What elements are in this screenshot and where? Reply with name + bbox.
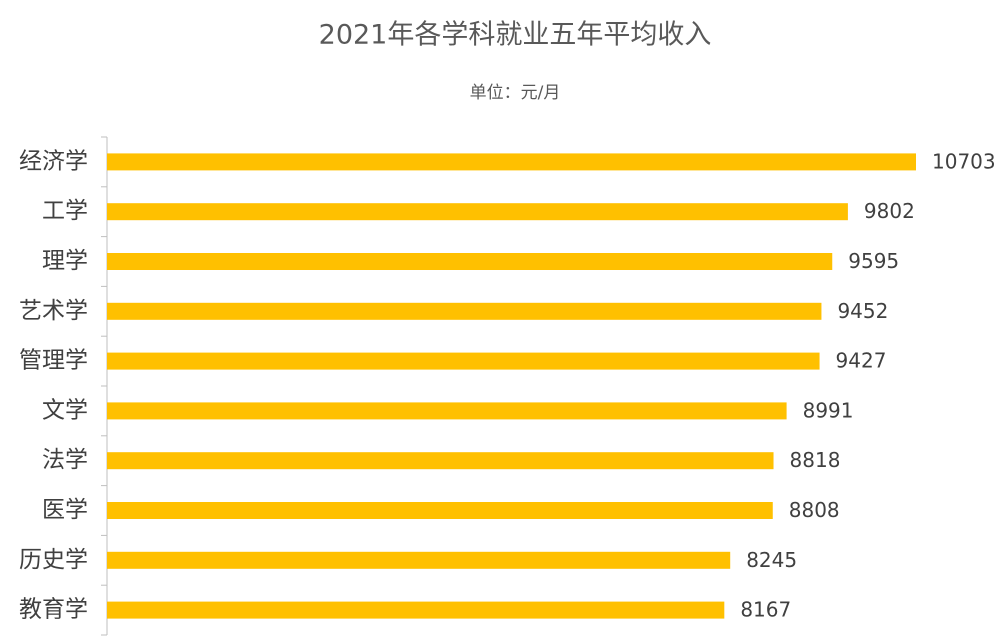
value-label: 8167 [740,598,791,622]
y-tick-label: 艺术学 [19,298,88,324]
bar [107,551,731,569]
bar [107,601,725,619]
y-tick-label: 教育学 [19,597,88,623]
chart-subtitle: 单位：元/月 [470,83,561,103]
value-label: 8818 [790,448,841,472]
bar [107,452,774,470]
bar [107,153,916,171]
value-label: 8991 [803,398,854,422]
bar [107,203,848,221]
value-label: 9802 [864,199,915,223]
y-tick-label: 工学 [42,198,88,224]
y-tick-label: 管理学 [19,348,88,374]
y-tick-label: 法学 [42,447,88,473]
bar [107,402,787,420]
y-tick-label: 经济学 [19,148,88,174]
bar [107,253,833,270]
bar [107,352,820,370]
value-label: 8245 [746,548,797,572]
y-tick-label: 理学 [42,248,88,274]
value-label: 10703 [932,149,996,173]
value-label: 8808 [789,498,840,522]
bar [107,502,773,519]
y-tick-label: 文学 [42,397,88,423]
bar [107,302,822,320]
chart-title: 2021年各学科就业五年平均收入 [319,20,712,51]
value-label: 9595 [848,249,899,273]
value-label: 9427 [836,349,887,373]
value-label: 9452 [837,299,888,323]
y-tick-label: 历史学 [19,547,88,573]
y-tick-label: 医学 [42,497,88,523]
